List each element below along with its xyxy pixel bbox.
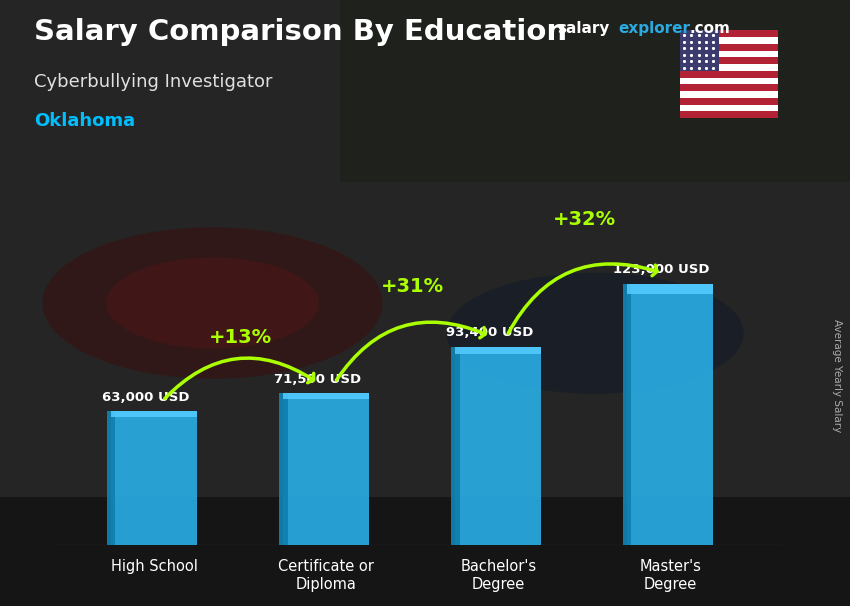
- Text: 93,400 USD: 93,400 USD: [446, 326, 533, 339]
- Bar: [680, 44, 778, 50]
- Bar: [680, 30, 719, 71]
- Bar: [680, 30, 778, 37]
- Text: 71,500 USD: 71,500 USD: [274, 373, 361, 385]
- Text: salary: salary: [557, 21, 609, 36]
- Text: Salary Comparison By Education: Salary Comparison By Education: [34, 18, 567, 46]
- Text: explorer: explorer: [619, 21, 691, 36]
- Ellipse shape: [446, 273, 744, 394]
- Bar: [680, 84, 778, 91]
- Bar: [627, 284, 713, 545]
- Ellipse shape: [106, 258, 319, 348]
- Bar: [680, 50, 778, 58]
- Text: +31%: +31%: [381, 278, 444, 296]
- Bar: [283, 393, 369, 545]
- Bar: [0, 497, 850, 606]
- Bar: [680, 105, 778, 112]
- Bar: [456, 347, 541, 545]
- Bar: [680, 64, 778, 71]
- Bar: [680, 78, 778, 84]
- Bar: [627, 284, 713, 294]
- Bar: [456, 347, 541, 355]
- Text: .com: .com: [689, 21, 730, 36]
- Text: 63,000 USD: 63,000 USD: [102, 391, 190, 404]
- Text: Oklahoma: Oklahoma: [34, 112, 135, 130]
- Text: 123,000 USD: 123,000 USD: [614, 263, 710, 276]
- Bar: [283, 393, 369, 399]
- Bar: [680, 58, 778, 64]
- Bar: [680, 37, 778, 44]
- Bar: [107, 411, 116, 545]
- Bar: [279, 393, 287, 545]
- Text: +32%: +32%: [552, 210, 615, 229]
- Bar: [623, 284, 632, 545]
- Bar: [340, 0, 850, 182]
- Bar: [111, 411, 197, 417]
- Bar: [680, 91, 778, 98]
- Text: +13%: +13%: [208, 328, 272, 347]
- Bar: [450, 347, 460, 545]
- Text: Cyberbullying Investigator: Cyberbullying Investigator: [34, 73, 273, 91]
- Bar: [680, 71, 778, 78]
- Text: Average Yearly Salary: Average Yearly Salary: [832, 319, 842, 432]
- Bar: [680, 112, 778, 118]
- Ellipse shape: [42, 227, 382, 379]
- Bar: [111, 411, 197, 545]
- Bar: [680, 98, 778, 105]
